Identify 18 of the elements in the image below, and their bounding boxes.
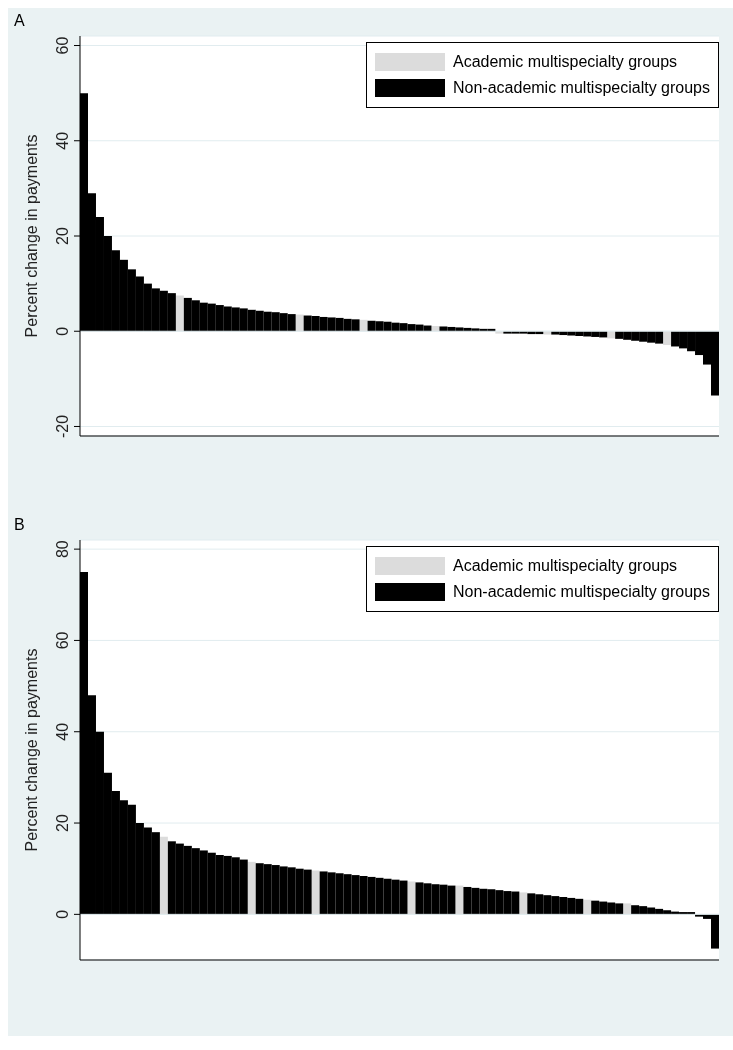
legend-label: Academic multispecialty groups: [453, 53, 678, 71]
y-tick-label: 40: [54, 722, 71, 741]
legend-label: Academic multispecialty groups: [453, 557, 678, 575]
chart-title: B: [14, 516, 26, 534]
y-tick-label: 60: [54, 36, 71, 55]
legend-label: Non-academic multispecialty groups: [453, 79, 710, 97]
y-tick-label: 0: [54, 909, 71, 919]
y-tick-label: -20: [54, 414, 71, 439]
chart-title: A: [14, 12, 26, 30]
y-axis-title: Percent change in payments: [22, 134, 40, 338]
legend-label: Non-academic multispecialty groups: [453, 583, 710, 601]
y-tick-label: 60: [54, 631, 71, 650]
y-tick-label: 20: [54, 227, 71, 245]
y-tick-label: 40: [54, 131, 71, 150]
y-axis-title: Percent change in payments: [22, 648, 40, 852]
y-tick-label: 20: [54, 814, 71, 832]
y-tick-label: 80: [54, 540, 71, 559]
y-tick-label: 0: [54, 326, 71, 336]
